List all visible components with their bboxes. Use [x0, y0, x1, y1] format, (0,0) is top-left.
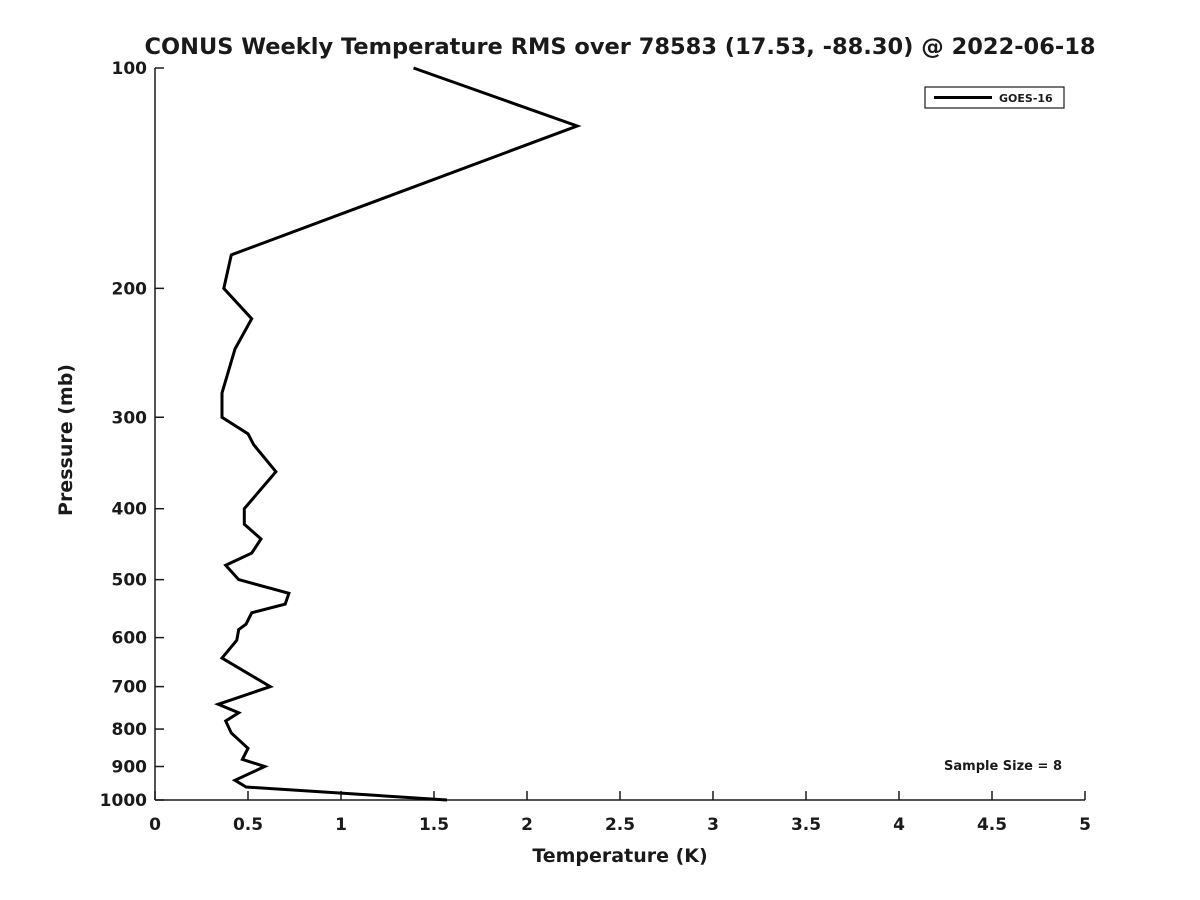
y-tick-label: 800 — [112, 720, 148, 740]
y-tick-label: 1000 — [100, 791, 147, 811]
y-tick-label: 600 — [112, 629, 148, 649]
y-tick-label: 900 — [112, 758, 148, 778]
series-line-goes-16 — [213, 66, 582, 802]
y-tick-label: 200 — [112, 279, 148, 299]
x-axis-ticks: 0 0.5 1 1.5 2 2.5 3 3.5 4 4.5 5 — [149, 791, 1091, 835]
x-tick-label: 4.5 — [977, 815, 1007, 835]
x-tick-label: 3 — [707, 815, 719, 835]
series-group — [213, 66, 582, 802]
x-tick-label: 3.5 — [791, 815, 821, 835]
legend: GOES-16 — [924, 86, 1065, 109]
y-tick-label: 700 — [112, 678, 148, 698]
y-tick-label: 400 — [112, 500, 148, 520]
x-tick-label: 1 — [335, 815, 347, 835]
x-tick-label: 4 — [893, 815, 905, 835]
x-tick-label: 2.5 — [605, 815, 635, 835]
x-tick-label: 5 — [1079, 815, 1091, 835]
y-tick-label: 500 — [112, 571, 148, 591]
y-tick-label: 100 — [112, 59, 148, 79]
x-tick-label: 2 — [521, 815, 533, 835]
x-tick-label: 0 — [149, 815, 161, 835]
chart-title: CONUS Weekly Temperature RMS over 78583 … — [144, 34, 1095, 60]
legend-box — [924, 86, 1065, 109]
sample-size-annotation: Sample Size = 8 — [944, 759, 1062, 774]
x-tick-label: 1.5 — [419, 815, 449, 835]
legend-label: GOES-16 — [999, 92, 1053, 105]
y-axis-label: Pressure (mb) — [55, 364, 77, 516]
y-axis-ticks: 100 200 300 400 500 600 700 800 900 1000 — [100, 59, 164, 811]
x-tick-label: 0.5 — [233, 815, 263, 835]
y-tick-label: 300 — [112, 408, 148, 428]
x-axis-label: Temperature (K) — [532, 845, 707, 867]
